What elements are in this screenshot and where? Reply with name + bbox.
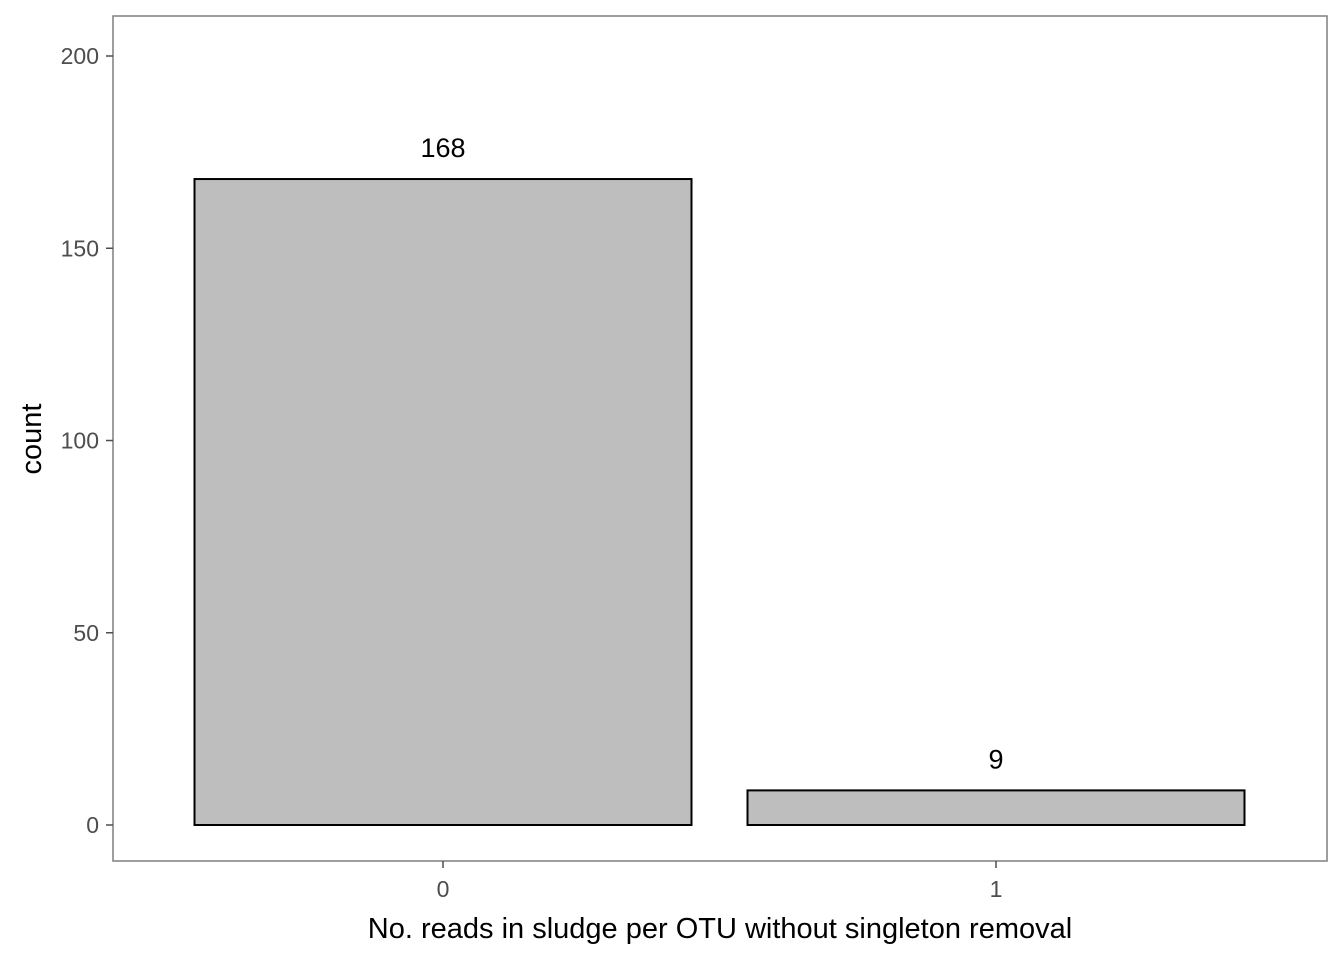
x-tick-label: 1 bbox=[990, 876, 1003, 902]
y-tick-label: 50 bbox=[73, 620, 99, 646]
y-axis: 0 50 100 150 200 bbox=[61, 43, 113, 838]
x-tick-label: 0 bbox=[437, 876, 450, 902]
bars bbox=[193, 178, 1246, 827]
x-axis-title: No. reads in sludge per OTU without sing… bbox=[368, 913, 1072, 945]
y-tick-label: 0 bbox=[86, 812, 99, 838]
bar-value-label: 168 bbox=[420, 133, 465, 163]
y-tick-label: 100 bbox=[61, 428, 99, 454]
y-tick-label: 200 bbox=[61, 43, 99, 69]
bar-value-label: 9 bbox=[988, 744, 1003, 774]
y-tick-label: 150 bbox=[61, 235, 99, 261]
y-axis-title: count bbox=[16, 404, 48, 475]
bar bbox=[746, 789, 1246, 827]
bar bbox=[193, 178, 693, 827]
